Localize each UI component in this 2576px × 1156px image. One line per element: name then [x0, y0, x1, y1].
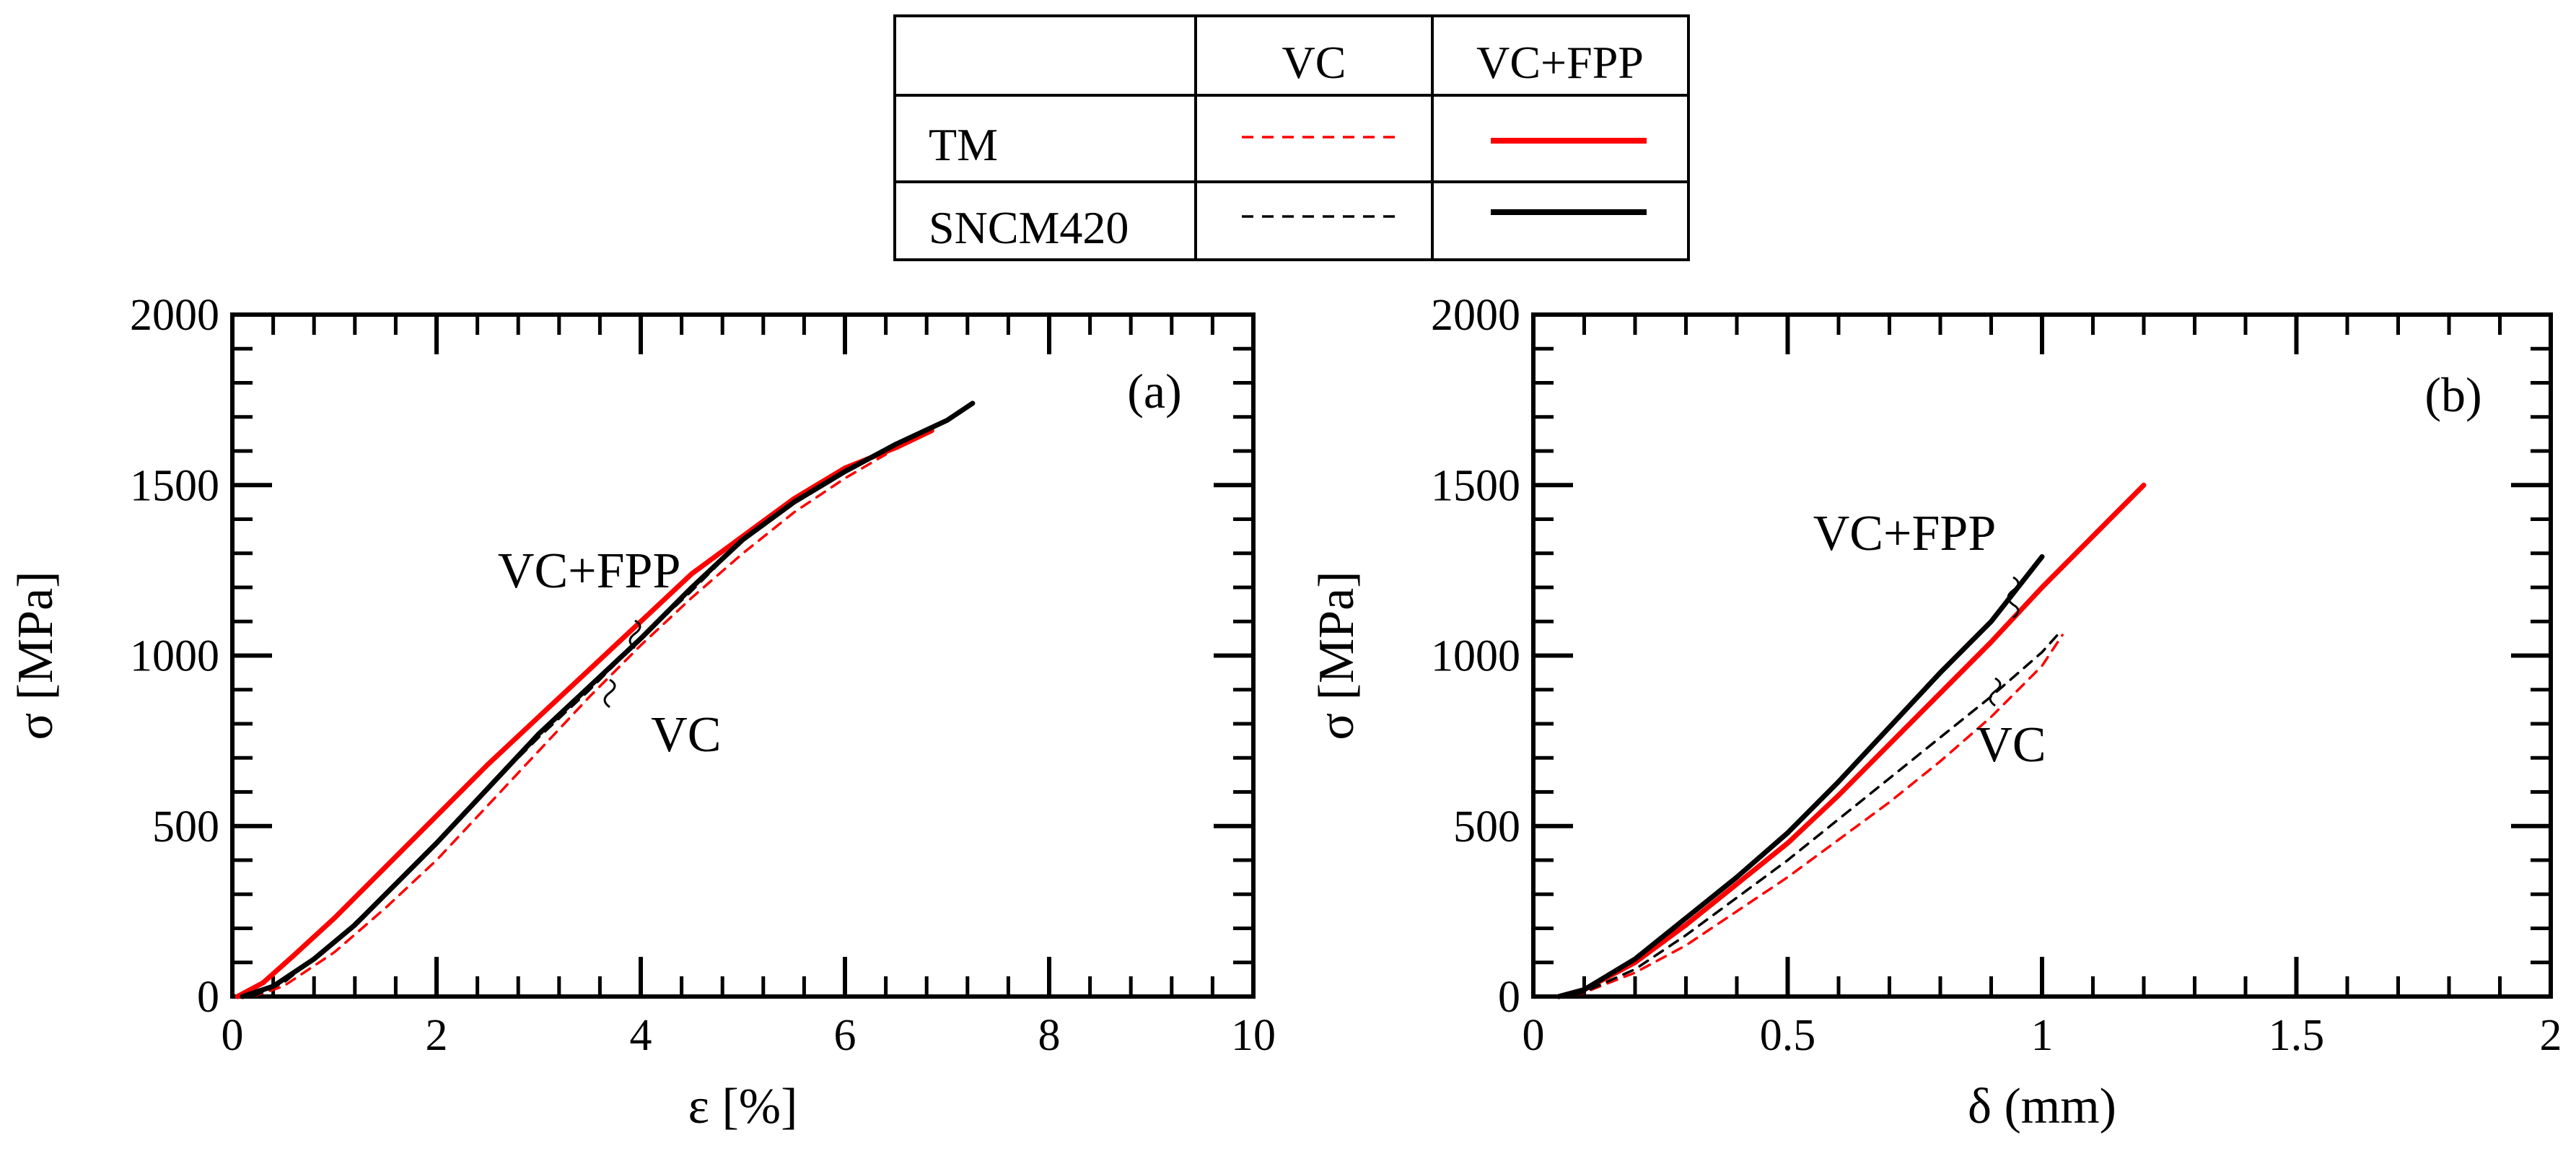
y-axis-title: σ [MPa] [8, 571, 63, 740]
legend-header-vcfpp: VC+FPP [1476, 37, 1644, 88]
y-tick-label: 1500 [130, 461, 219, 510]
legend-header-vc: VC [1282, 37, 1346, 88]
x-tick-label: 1 [2031, 1011, 2054, 1060]
x-tick-label: 2 [2540, 1011, 2562, 1060]
series-line-sncm420-vc [251, 548, 735, 998]
panel-label: (a) [1127, 364, 1181, 419]
panel-a-strain-chart: 0 2 4 6 8 10 0 500 1000 1500 2000 ε [%] σ [MPa] (a) VC… [8, 291, 1276, 1134]
y-tick-label: 0 [1498, 973, 1520, 1022]
panel-b-displacement-chart: 0 0.5 1 1.5 2 0 500 1000 1500 2000 δ (mm) σ [MPa] (b… [1309, 291, 2562, 1134]
x-axis-title: δ (mm) [1968, 1079, 2116, 1134]
x-tick-label: 4 [630, 1011, 652, 1060]
legend-border [893, 14, 1690, 261]
series-line-tm-vc [1572, 634, 2064, 998]
x-tick-label: 8 [1038, 1011, 1061, 1060]
legend-row-label-tm: TM [929, 119, 998, 170]
series-line-tm-vc-fpp [1556, 482, 2147, 999]
x-tick-label: 10 [1231, 1011, 1276, 1060]
legend-row-label-sncm420: SNCM420 [929, 202, 1129, 253]
series-line-sncm420-vc [1572, 634, 2059, 998]
y-tick-label: 0 [197, 973, 219, 1022]
annotation-leader-vc [1989, 677, 2002, 707]
x-tick-label: 1.5 [2269, 1011, 2325, 1060]
x-tick-label: 6 [834, 1011, 857, 1060]
y-tick-label: 2000 [1431, 291, 1520, 340]
x-tick-label: 0 [222, 1011, 244, 1060]
series-line-sncm420-vc-fpp [240, 400, 976, 999]
y-tick-label: 500 [152, 802, 219, 851]
legend-table: VC VC+FPP TM SNCM420 [893, 14, 1690, 261]
y-tick-label: 2000 [130, 291, 219, 340]
annotation-vcfpp: VC+FPP [498, 543, 681, 599]
x-tick-label: 2 [426, 1011, 448, 1060]
x-axis-title: ε [%] [688, 1079, 798, 1134]
annotation-leader-vcfpp [2007, 576, 2020, 619]
annotation-vc: VC [651, 707, 721, 763]
series-line-tm-vc [251, 452, 888, 998]
y-axis-title: σ [MPa] [1309, 571, 1364, 740]
series-line-tm-vc-fpp [235, 428, 934, 999]
annotation-vcfpp: VC+FPP [1813, 506, 1997, 561]
x-tick-label: 0.5 [1760, 1011, 1816, 1060]
y-tick-label: 1000 [130, 632, 219, 681]
y-tick-label: 1500 [1431, 461, 1520, 510]
series-line-sncm420-vc-fpp [1556, 554, 2045, 999]
y-tick-label: 1000 [1431, 632, 1520, 681]
annotation-leader-vc [603, 678, 616, 709]
y-tick-label: 500 [1453, 802, 1520, 851]
panel-label: (b) [2424, 367, 2481, 422]
x-tick-label: 0 [1523, 1011, 1545, 1060]
annotation-leader-vcfpp [628, 619, 641, 649]
plot-frame [1531, 312, 2553, 999]
annotation-vc: VC [1976, 717, 2046, 773]
